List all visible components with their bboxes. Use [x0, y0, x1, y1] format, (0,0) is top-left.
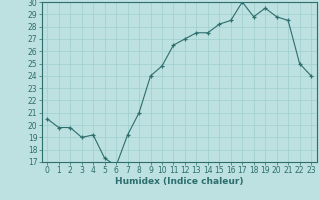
X-axis label: Humidex (Indice chaleur): Humidex (Indice chaleur)	[115, 177, 244, 186]
